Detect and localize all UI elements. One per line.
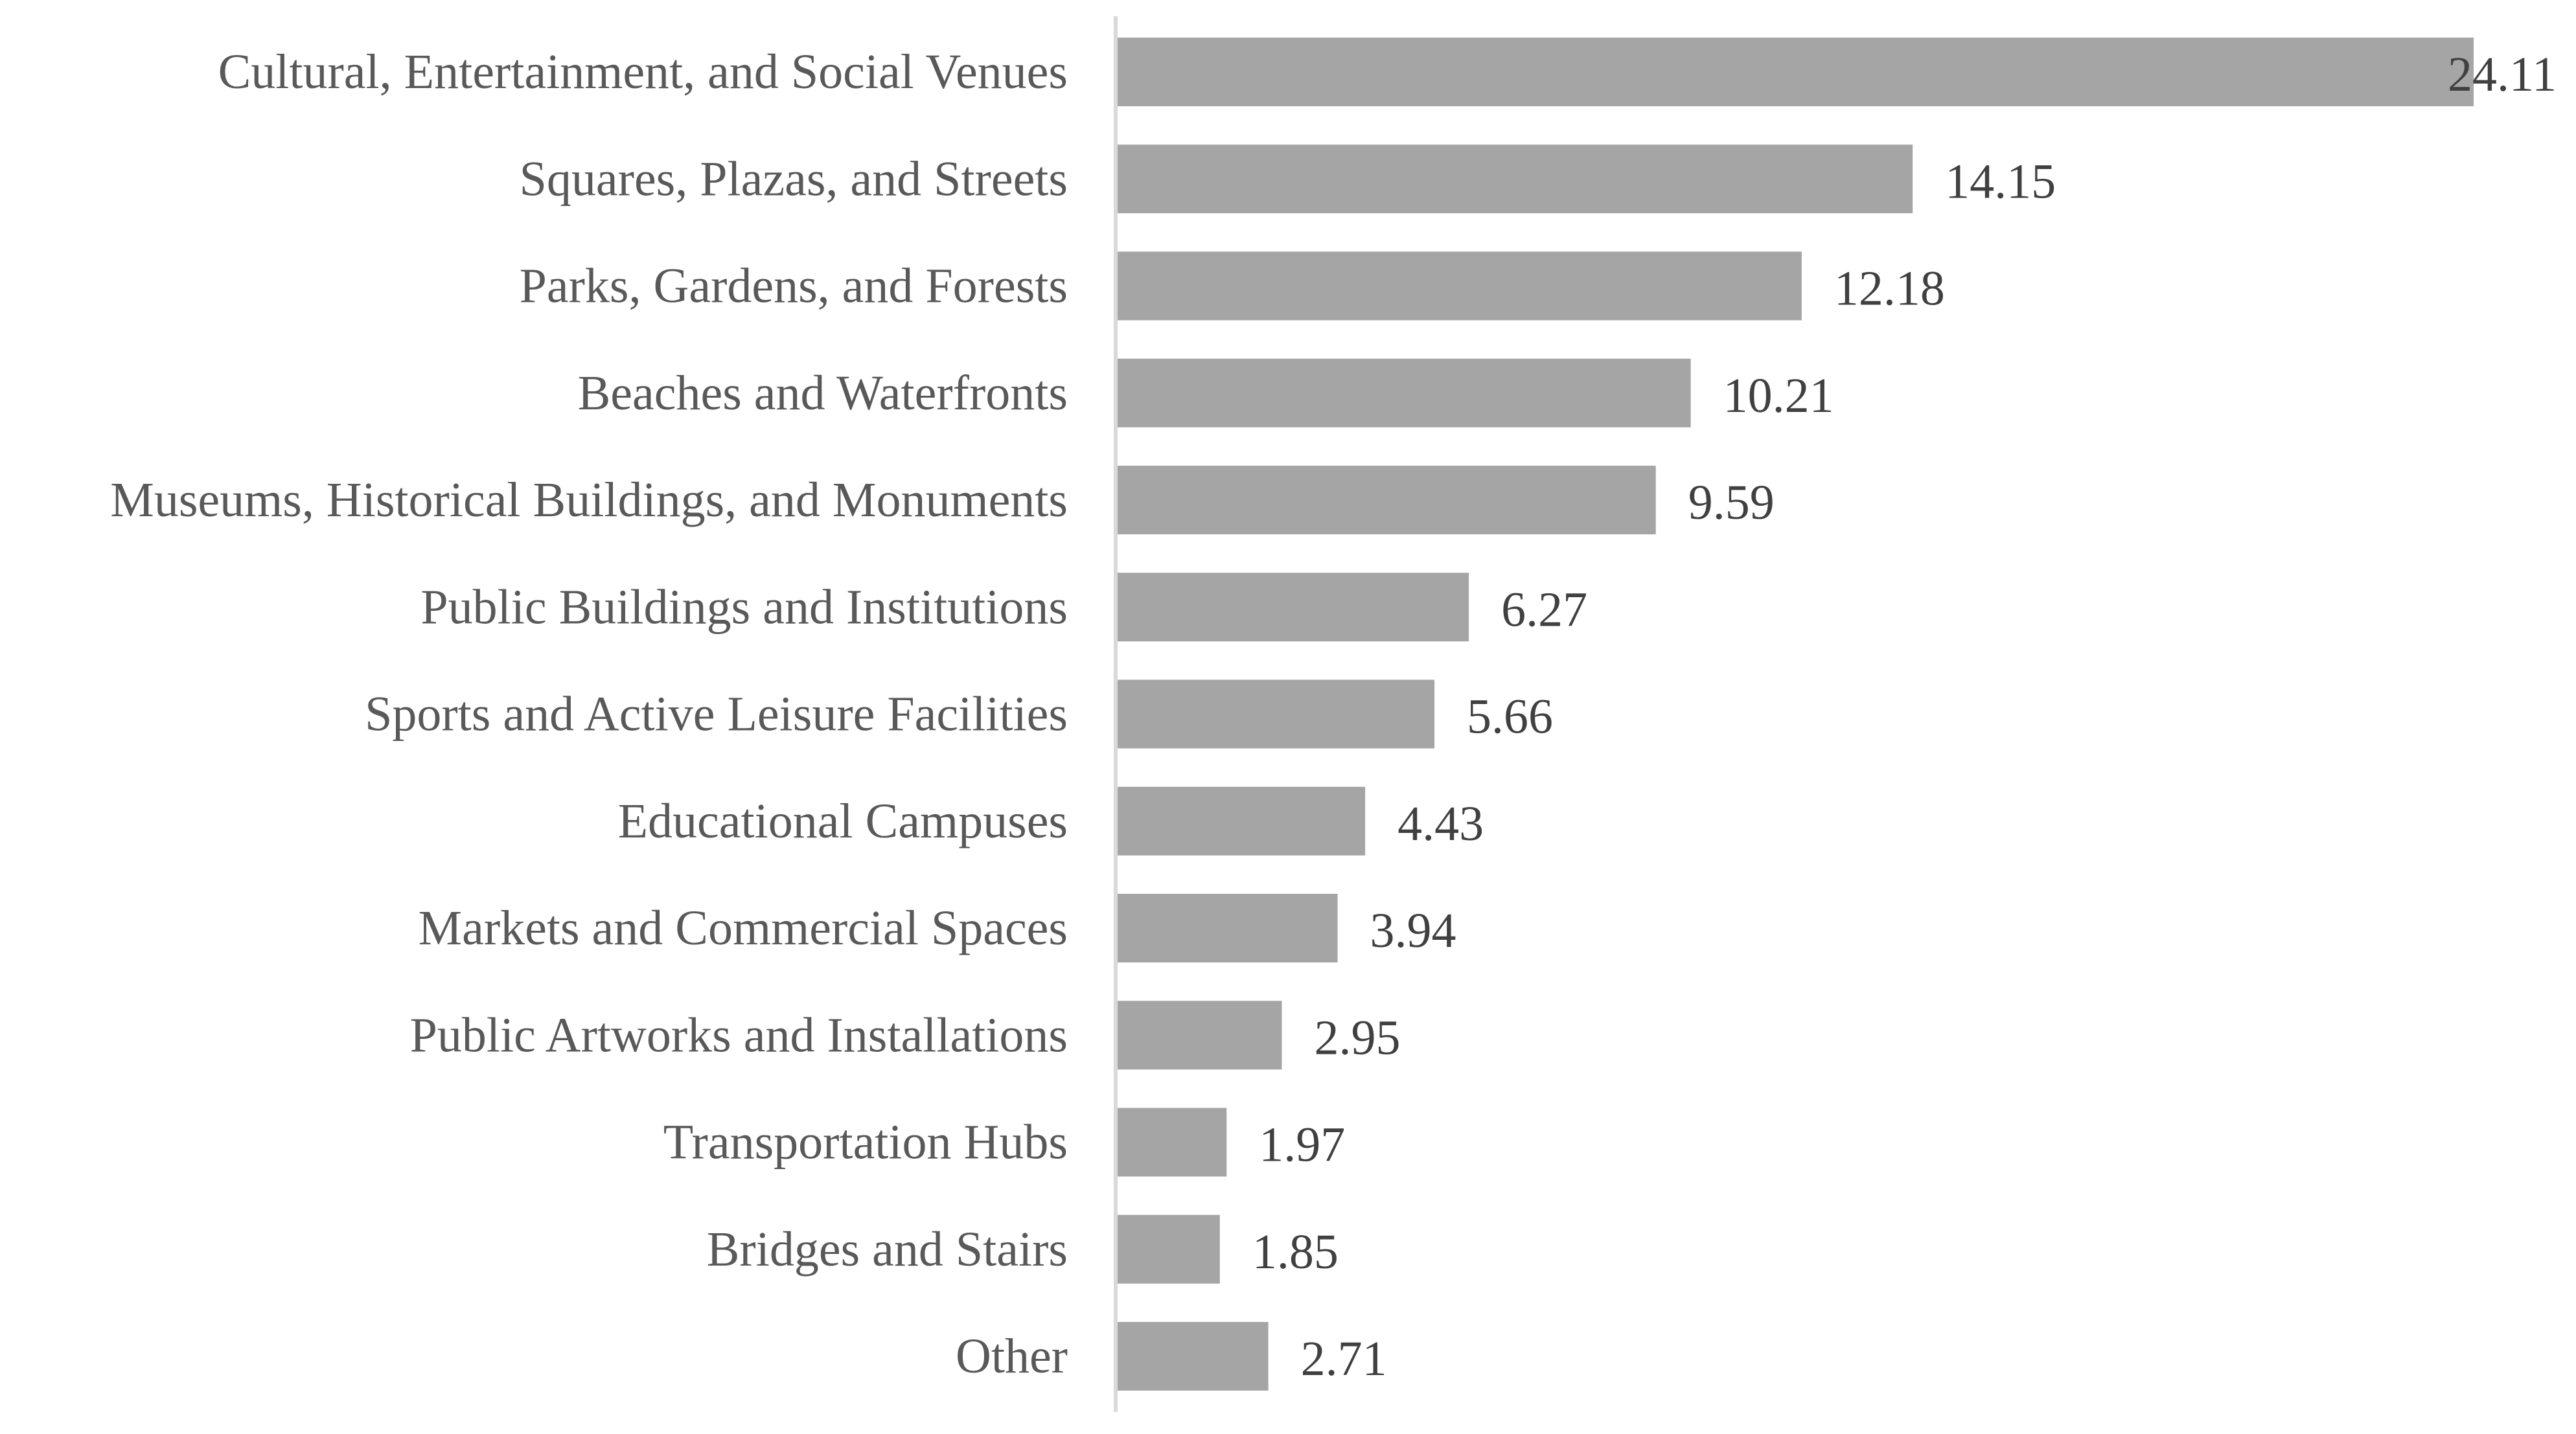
bar-markets-and-commercial-spaces	[1116, 894, 1338, 962]
bars-group	[1116, 38, 2474, 1391]
bar-public-buildings-and-institutions	[1116, 573, 1469, 642]
category-label-sports-and-active-leisure-facilities: Sports and Active Leisure Facilities	[365, 687, 1068, 742]
category-label-public-artworks-and-installations: Public Artworks and Installations	[410, 1008, 1068, 1062]
value-label-cultural-entertainment-and-social-venues: 24.11	[2448, 47, 2557, 102]
bar-public-artworks-and-installations	[1116, 1001, 1282, 1070]
category-label-other: Other	[956, 1329, 1068, 1383]
bar-beaches-and-waterfronts	[1116, 358, 1691, 427]
category-label-beaches-and-waterfronts: Beaches and Waterfronts	[578, 366, 1068, 420]
value-label-educational-campuses: 4.43	[1397, 797, 1484, 851]
value-label-public-buildings-and-institutions: 6.27	[1501, 582, 1587, 637]
value-label-squares-plazas-and-streets: 14.15	[1945, 154, 2056, 209]
bar-bridges-and-stairs	[1116, 1214, 1220, 1284]
bar-transportation-hubs	[1116, 1108, 1227, 1177]
category-label-bridges-and-stairs: Bridges and Stairs	[707, 1222, 1068, 1277]
category-label-cultural-entertainment-and-social-venues: Cultural, Entertainment, and Social Venu…	[218, 45, 1068, 99]
value-label-bridges-and-stairs: 1.85	[1252, 1225, 1339, 1279]
value-label-public-artworks-and-installations: 2.95	[1314, 1010, 1400, 1065]
category-label-public-buildings-and-institutions: Public Buildings and Institutions	[420, 580, 1068, 634]
category-labels-group: Cultural, Entertainment, and Social Venu…	[110, 45, 1068, 1383]
category-label-squares-plazas-and-streets: Squares, Plazas, and Streets	[520, 152, 1068, 206]
bar-squares-plazas-and-streets	[1116, 144, 1913, 214]
value-label-markets-and-commercial-spaces: 3.94	[1370, 904, 1456, 958]
category-label-markets-and-commercial-spaces: Markets and Commercial Spaces	[419, 901, 1068, 955]
value-label-sports-and-active-leisure-facilities: 5.66	[1467, 690, 1553, 744]
value-label-transportation-hubs: 1.97	[1259, 1118, 1345, 1172]
bar-parks-gardens-and-forests	[1116, 251, 1802, 321]
bar-cultural-entertainment-and-social-venues	[1116, 38, 2474, 106]
bar-sports-and-active-leisure-facilities	[1116, 679, 1435, 749]
bar-other	[1116, 1322, 1269, 1391]
category-label-museums-historical-buildings-and-monuments: Museums, Historical Buildings, and Monum…	[110, 473, 1068, 527]
bar-educational-campuses	[1116, 786, 1366, 856]
bar-museums-historical-buildings-and-monuments	[1116, 466, 1656, 534]
value-label-other: 2.71	[1301, 1332, 1387, 1386]
value-label-parks-gardens-and-forests: 12.18	[1834, 262, 1945, 316]
category-label-transportation-hubs: Transportation Hubs	[663, 1115, 1068, 1170]
value-label-museums-historical-buildings-and-monuments: 9.59	[1688, 475, 1775, 530]
value-label-beaches-and-waterfronts: 10.21	[1723, 369, 1834, 423]
category-label-educational-campuses: Educational Campuses	[618, 794, 1068, 848]
category-label-parks-gardens-and-forests: Parks, Gardens, and Forests	[520, 259, 1068, 313]
